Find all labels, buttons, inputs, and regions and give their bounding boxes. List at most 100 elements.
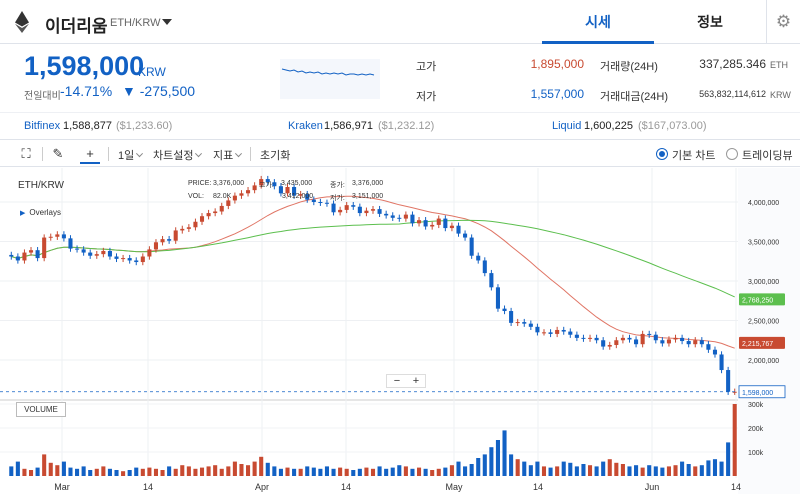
volume-bar — [232, 461, 237, 476]
volume-bar — [403, 466, 408, 476]
ohlc-high-label: 고가: — [259, 182, 274, 189]
volume-bar — [140, 468, 145, 476]
candle-body — [423, 220, 428, 227]
candle-body — [114, 256, 119, 259]
interval-label: 1일 — [118, 150, 135, 162]
chevron-down-icon — [195, 150, 203, 158]
play-icon: ▶ — [20, 210, 26, 217]
exchange-usd: ($167,073.00) — [638, 120, 707, 132]
chart-background — [0, 168, 800, 494]
last-price-badge: 1,598,000 — [742, 390, 773, 397]
candle-body — [338, 209, 343, 213]
exchange-name[interactable]: Liquid — [552, 120, 582, 132]
tradingview-radio[interactable] — [726, 148, 738, 160]
volume-bar — [259, 456, 264, 476]
volume-bar — [712, 459, 718, 476]
reset-button[interactable]: 초기화 — [260, 150, 291, 162]
turnover-value: 563,832,114,612 — [699, 89, 766, 99]
candle-body — [397, 217, 402, 219]
candle-body — [35, 250, 40, 259]
candle-body — [344, 205, 349, 210]
candle-body — [384, 213, 389, 216]
candle-body — [620, 337, 625, 341]
candle-body — [88, 252, 93, 256]
chevron-down-icon[interactable] — [162, 19, 172, 25]
low-label: 저가 — [416, 91, 437, 103]
exchange-name[interactable]: Kraken — [288, 120, 323, 132]
zoom-in-button[interactable]: + — [412, 375, 420, 387]
candle-body — [42, 237, 47, 259]
candle-body — [673, 337, 678, 340]
candle-body — [640, 333, 645, 345]
coin-pair: ETH/KRW — [110, 17, 161, 29]
crosshair-icon[interactable]: + — [80, 144, 100, 164]
volume-bar — [686, 464, 691, 476]
chart-settings-menu[interactable]: 차트설정 — [153, 147, 203, 163]
candle-body — [180, 228, 185, 231]
candle-body — [186, 227, 191, 229]
price-chart[interactable]: Mar 14 Apr 14 May 14 Jun 14 4,000,000 3,500,000 3,… — [0, 168, 800, 494]
candle-body — [522, 322, 527, 324]
candle-body — [719, 354, 724, 371]
candle-body — [614, 340, 619, 345]
volume-bar — [541, 466, 547, 476]
volume-bar — [193, 468, 198, 476]
candle-body — [581, 337, 586, 339]
tradingview-label[interactable]: 트레이딩뷰 — [742, 150, 793, 162]
volume-bar — [574, 466, 579, 476]
candle-body — [55, 234, 60, 237]
candle-body — [68, 238, 73, 249]
ohlc-high: 3,435,000 — [281, 180, 313, 187]
toolbar-divider — [250, 147, 251, 161]
indicators-menu[interactable]: 지표 — [213, 147, 243, 163]
candle-body — [22, 252, 27, 261]
candle-body — [272, 182, 277, 187]
volume-bar — [127, 470, 132, 476]
candle-body — [416, 220, 422, 224]
tab-quote[interactable]: 시세 — [542, 0, 654, 44]
tab-info[interactable]: 정보 — [697, 14, 723, 30]
volume-bar — [561, 461, 566, 476]
candle-body — [555, 329, 560, 334]
volume-bar — [666, 466, 671, 476]
candle-body — [311, 199, 316, 202]
candle-body — [574, 334, 579, 338]
pencil-icon[interactable]: ✎ — [52, 146, 64, 161]
chart-grid — [0, 168, 800, 494]
volume-bar — [147, 467, 152, 476]
volume-bar — [443, 467, 448, 476]
zoom-out-button[interactable]: − — [393, 375, 401, 387]
candle-body — [469, 237, 474, 256]
interval-select[interactable]: 1일 — [118, 147, 144, 163]
candle-body — [364, 210, 369, 214]
x-tick-label: Mar — [54, 482, 70, 492]
volume-bar — [640, 467, 645, 476]
volume-bar — [449, 465, 454, 476]
price-unit: KRW — [138, 65, 166, 79]
overlays-toggle[interactable]: ▶ Overlays — [20, 208, 61, 217]
candle-body — [199, 216, 205, 222]
zoom-controls: − + — [386, 374, 426, 388]
fullscreen-icon[interactable]: ⛶ — [21, 146, 31, 161]
exchange-name[interactable]: Bitfinex — [24, 120, 61, 132]
candle-body — [712, 349, 718, 355]
y-tick-label: 2,500,000 — [748, 319, 779, 326]
toolbar-divider — [108, 147, 109, 161]
candle-body — [601, 340, 606, 347]
x-tick-label: 14 — [143, 482, 153, 492]
gear-icon[interactable]: ⚙ — [766, 0, 800, 44]
volume-bar — [515, 459, 520, 476]
volume-bar — [22, 468, 27, 476]
volume-bar — [88, 470, 93, 476]
basic-chart-label[interactable]: 기본 차트 — [672, 150, 716, 162]
basic-chart-radio[interactable] — [656, 148, 668, 160]
volume-bar — [653, 466, 658, 476]
candle-body — [265, 179, 270, 183]
vol-tick-label: 200k — [748, 426, 764, 433]
volume-bar — [390, 467, 395, 476]
candle-body — [495, 287, 500, 309]
x-tick-label: 14 — [533, 482, 543, 492]
candle-body — [502, 308, 507, 312]
turnover-label: 거래대금(24H) — [600, 91, 668, 103]
volume-bar — [581, 464, 586, 476]
